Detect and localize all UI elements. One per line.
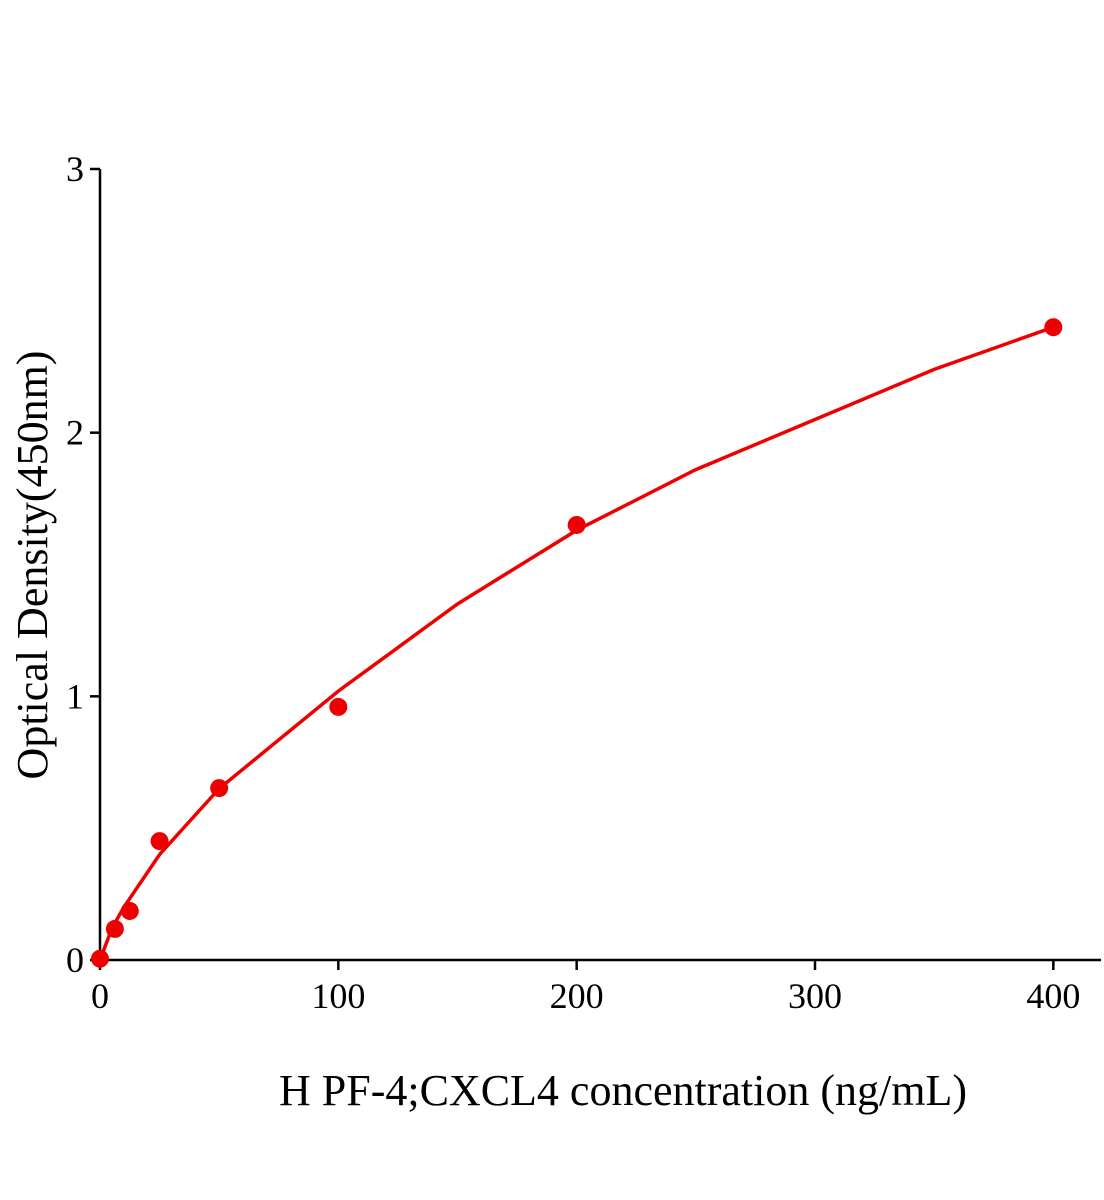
y-axis-title: Optical Density(450nm)	[8, 351, 57, 780]
point	[329, 697, 348, 716]
point	[105, 919, 124, 938]
fit-curve	[98, 325, 1054, 961]
point	[91, 949, 109, 968]
point	[1044, 318, 1063, 337]
y-tick-label: 3	[66, 149, 84, 189]
x-axis-title: H PF-4;CXCL4 concentration (ng/mL)	[279, 1066, 967, 1115]
x-tick-label: 100	[311, 976, 365, 1016]
point	[120, 901, 139, 920]
y-tick-label: 0	[66, 940, 84, 980]
y-tick-label: 2	[66, 413, 84, 453]
x-tick-label: 400	[1026, 976, 1080, 1016]
x-tick-label: 0	[91, 976, 109, 1016]
x-tick-label: 200	[550, 976, 604, 1016]
point	[567, 515, 586, 534]
x-tick-label: 300	[788, 976, 842, 1016]
y-tick-label: 1	[66, 676, 84, 716]
point	[210, 779, 229, 798]
point	[150, 832, 169, 851]
